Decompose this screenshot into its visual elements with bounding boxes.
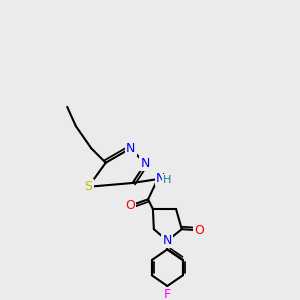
Text: O: O	[194, 224, 204, 237]
Text: H: H	[163, 175, 172, 185]
Text: N: N	[163, 234, 172, 247]
Text: N: N	[140, 157, 150, 170]
Text: N: N	[156, 172, 165, 184]
Text: N: N	[126, 142, 135, 155]
Text: F: F	[164, 288, 171, 300]
Text: O: O	[125, 199, 135, 212]
Text: S: S	[84, 180, 92, 193]
